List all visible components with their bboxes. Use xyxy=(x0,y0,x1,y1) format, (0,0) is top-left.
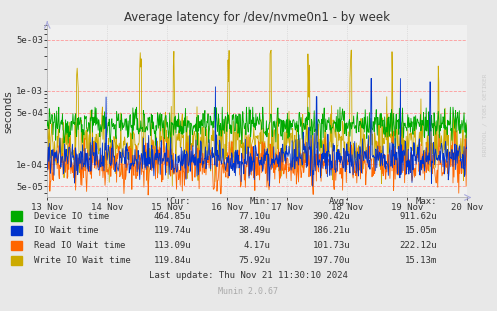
Text: 15.05m: 15.05m xyxy=(405,226,437,235)
Text: 464.85u: 464.85u xyxy=(154,212,191,220)
Text: Cur:: Cur: xyxy=(170,197,191,206)
Text: 197.70u: 197.70u xyxy=(313,256,350,265)
Text: Max:: Max: xyxy=(416,197,437,206)
Text: 113.09u: 113.09u xyxy=(154,241,191,250)
Text: 911.62u: 911.62u xyxy=(400,212,437,220)
Text: Read IO Wait time: Read IO Wait time xyxy=(34,241,125,250)
Text: 390.42u: 390.42u xyxy=(313,212,350,220)
Text: RRDTOOL / TOBI OETIKER: RRDTOOL / TOBI OETIKER xyxy=(482,74,487,156)
Text: 119.74u: 119.74u xyxy=(154,226,191,235)
Text: Munin 2.0.67: Munin 2.0.67 xyxy=(219,287,278,296)
Text: 77.10u: 77.10u xyxy=(239,212,271,220)
Text: Device IO time: Device IO time xyxy=(34,212,109,220)
Text: Min:: Min: xyxy=(249,197,271,206)
Text: 38.49u: 38.49u xyxy=(239,226,271,235)
Text: Avg:: Avg: xyxy=(329,197,350,206)
Text: 222.12u: 222.12u xyxy=(400,241,437,250)
Title: Average latency for /dev/nvme0n1 - by week: Average latency for /dev/nvme0n1 - by we… xyxy=(124,11,390,24)
Text: Write IO Wait time: Write IO Wait time xyxy=(34,256,131,265)
Text: 186.21u: 186.21u xyxy=(313,226,350,235)
Text: 119.84u: 119.84u xyxy=(154,256,191,265)
Text: IO Wait time: IO Wait time xyxy=(34,226,98,235)
Text: 4.17u: 4.17u xyxy=(244,241,271,250)
Text: 101.73u: 101.73u xyxy=(313,241,350,250)
Text: 15.13m: 15.13m xyxy=(405,256,437,265)
Y-axis label: seconds: seconds xyxy=(3,90,13,132)
Text: 75.92u: 75.92u xyxy=(239,256,271,265)
Text: Last update: Thu Nov 21 11:30:10 2024: Last update: Thu Nov 21 11:30:10 2024 xyxy=(149,271,348,280)
